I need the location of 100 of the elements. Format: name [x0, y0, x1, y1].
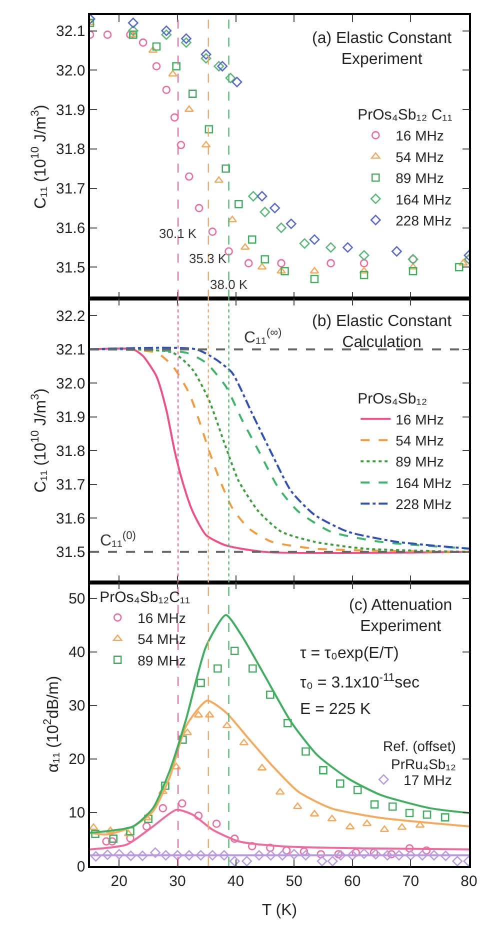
y-tick-label: 31.8: [56, 442, 86, 460]
point: [458, 259, 468, 266]
legend-title: PrOs₄Sb₁₂: [358, 390, 428, 408]
ref-line-label: C₁₁$^{(0)}$: [100, 530, 136, 550]
legend-label: 54 MHz: [138, 631, 186, 648]
legend-label: 54 MHz: [396, 432, 444, 449]
point: [114, 849, 124, 860]
point: [230, 834, 239, 843]
point: [182, 728, 192, 736]
point: [270, 202, 280, 214]
point: [232, 76, 242, 88]
point: [90, 823, 98, 830]
point: [280, 266, 289, 276]
legend-label: 16 MHz: [138, 610, 186, 626]
legend-label: 89 MHz: [396, 454, 444, 470]
point: [222, 722, 232, 728]
point: [310, 810, 320, 816]
point: [316, 856, 328, 866]
y-tick-label: 20: [68, 751, 86, 768]
point: [394, 850, 404, 860]
y-tick-label: 31.5: [56, 259, 86, 276]
ref-line-label: C₁₁$^{(∞)}$: [244, 327, 282, 347]
legend-label: 16 MHz: [396, 411, 444, 428]
point: [408, 266, 418, 276]
point: [257, 263, 267, 270]
x-tick-label: 30: [169, 872, 186, 890]
point: [204, 125, 214, 134]
point: [284, 718, 292, 728]
point: [138, 38, 148, 47]
point: [208, 228, 217, 236]
legend-label: 54 MHz: [396, 148, 444, 165]
ref-line-label: 30.1 K: [159, 226, 197, 241]
point: [370, 800, 379, 809]
y-tick-label: 32.2: [56, 308, 86, 325]
point: [200, 53, 212, 64]
point: [161, 782, 170, 790]
point: [422, 810, 432, 819]
annotation: τ₀ = 3.1x10$^{-11}$sec: [300, 672, 420, 692]
y-tick-label: 40: [68, 644, 86, 662]
y-tick-label: 0: [76, 858, 86, 876]
point: [358, 250, 370, 261]
x-tick-label: 80: [460, 872, 478, 890]
point: [214, 664, 222, 673]
point: [248, 191, 258, 202]
legend-title: PrOs₄Sb₁₂C₁₁: [100, 588, 190, 606]
point: [326, 259, 335, 268]
point: [212, 820, 221, 828]
point: [184, 850, 194, 860]
point: [109, 834, 118, 843]
point: [276, 222, 286, 233]
y-tick-label: 32.1: [56, 23, 86, 40]
point: [214, 176, 224, 183]
point: [200, 49, 212, 60]
point: [428, 850, 440, 860]
point: [352, 848, 360, 857]
point: [128, 18, 138, 28]
point: [168, 70, 178, 76]
point: [161, 26, 172, 36]
point: [181, 33, 192, 44]
point: [286, 218, 296, 230]
point: [405, 844, 414, 852]
legend-label: 17 MHz: [404, 772, 452, 788]
y-tick-label: 31.7: [56, 476, 86, 494]
y-tick-label: 31.8: [56, 141, 86, 158]
point: [142, 822, 151, 831]
y-tick-label: 31.6: [56, 510, 86, 528]
point: [277, 259, 286, 268]
legend-label: 228 MHz: [396, 496, 452, 512]
point: [234, 200, 243, 208]
annotation: Ref. (offset) PrRu₄Sb₁₂: [383, 738, 456, 772]
point: [260, 206, 270, 218]
x-tick-label: 60: [344, 872, 361, 890]
y-tick-label: 31.5: [56, 544, 86, 562]
point: [342, 242, 353, 253]
point: [158, 804, 168, 812]
point: [162, 86, 171, 94]
point: [266, 844, 274, 852]
point: [90, 851, 102, 862]
legend-label: 89 MHz: [396, 170, 444, 186]
point: [382, 850, 393, 860]
point: [194, 710, 204, 718]
point: [440, 813, 450, 822]
point: [102, 850, 113, 860]
y-tick-label: 32.0: [56, 62, 86, 80]
point: [230, 646, 239, 655]
y-tick-label: 31.7: [56, 180, 86, 198]
point: [387, 850, 396, 858]
point: [172, 850, 183, 860]
point: [336, 779, 344, 788]
point: [276, 266, 286, 274]
point: [137, 850, 148, 862]
point: [405, 850, 416, 860]
x-tick-label: 20: [110, 872, 128, 890]
point: [362, 820, 372, 826]
point: [152, 62, 161, 70]
point: [106, 826, 116, 834]
point: [152, 42, 161, 51]
point: [248, 664, 257, 673]
point: [170, 113, 179, 122]
point: [415, 821, 425, 828]
